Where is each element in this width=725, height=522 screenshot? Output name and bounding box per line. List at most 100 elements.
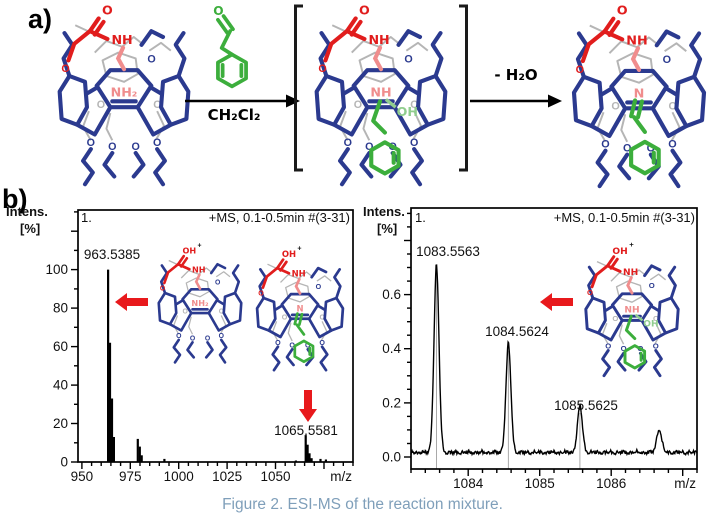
svg-text:OH: OH xyxy=(397,104,418,119)
svg-text:O: O xyxy=(147,53,155,65)
peak-label-963: 963.5385 xyxy=(83,247,141,262)
background-ethoxy-skeleton: O O xyxy=(596,260,667,345)
svg-text:OH: OH xyxy=(183,246,197,256)
svg-text:O: O xyxy=(176,333,182,340)
amide-arm: O O NH xyxy=(61,3,132,76)
svg-text:NH: NH xyxy=(192,264,206,274)
amine-center: N xyxy=(630,46,645,101)
mass-spectrum-right: 1084 1085 1086 m/z 0.0 0.2 0.4 0.6 xyxy=(382,207,698,491)
svg-text:O: O xyxy=(305,341,311,349)
svg-text:20: 20 xyxy=(53,416,68,431)
peak-label-1085: 1085.5625 xyxy=(554,398,618,413)
background-ethoxy-skeleton: O O xyxy=(74,24,172,141)
panel-b-label: b) xyxy=(2,184,28,214)
svg-text:OH: OH xyxy=(643,320,658,330)
peak-label-1065: 1065.5581 xyxy=(274,423,338,438)
y-axis-title-left: Intens. xyxy=(6,204,48,219)
y-axis-units-right: [%] xyxy=(377,221,398,236)
svg-text:0.4: 0.4 xyxy=(382,341,401,356)
svg-text:O: O xyxy=(587,288,593,297)
peak-label-1084: 1084.5624 xyxy=(485,324,549,339)
svg-text:NH: NH xyxy=(623,268,638,278)
amide-arm: O O NH xyxy=(318,3,389,76)
spectrum-number-left: 1. xyxy=(81,210,92,225)
svg-text:0.2: 0.2 xyxy=(382,395,401,410)
svg-text:O: O xyxy=(354,99,362,111)
amide-arm: O OH + NH xyxy=(587,240,638,297)
svg-text:O: O xyxy=(258,289,264,297)
svg-text:0.6: 0.6 xyxy=(382,287,401,302)
y-axis-units-left: [%] xyxy=(20,221,41,236)
svg-text:NH₂: NH₂ xyxy=(191,298,209,308)
svg-text:100: 100 xyxy=(45,262,68,277)
mass-spectrum-left: 950 975 1000 1025 1050 m/z 0 20 40 60 80 100 xyxy=(45,209,354,484)
aldehyde-skeleton xyxy=(216,14,248,89)
benzyl-hemiaminal-group: OH xyxy=(369,98,418,176)
amine-center: NH xyxy=(624,276,640,316)
axis-ticks xyxy=(404,212,698,476)
svg-text:OH: OH xyxy=(282,249,296,259)
svg-text:N: N xyxy=(634,86,645,101)
axis-tick-labels: 950 975 1000 1025 1050 m/z 0 20 40 60 80 100 xyxy=(45,262,352,484)
svg-text:O: O xyxy=(316,283,322,291)
x-axis-label: m/z xyxy=(674,476,696,491)
svg-text:1085: 1085 xyxy=(525,476,555,491)
svg-text:NH: NH xyxy=(626,33,647,48)
svg-text:O: O xyxy=(647,143,655,155)
svg-text:O: O xyxy=(97,99,105,111)
svg-text:0: 0 xyxy=(60,455,68,470)
spectrum-number-right: 1. xyxy=(415,210,426,225)
svg-text:60: 60 xyxy=(53,339,68,354)
amine-center: NH₂ xyxy=(111,45,137,99)
red-arrow-left-1083 xyxy=(540,293,573,311)
svg-text:O: O xyxy=(275,339,281,347)
benzyl-imine-group xyxy=(293,312,315,364)
svg-text:950: 950 xyxy=(71,469,94,484)
svg-text:975: 975 xyxy=(119,469,142,484)
aldehyde-oxygen-label: O xyxy=(213,4,223,18)
panel-a-label: a) xyxy=(28,4,53,34)
benzyl-hemiaminal-group: OH xyxy=(623,313,659,370)
amide-arm: O O NH xyxy=(576,4,648,76)
spectrum-trace xyxy=(410,264,698,457)
svg-text:0.0: 0.0 xyxy=(382,450,401,465)
svg-text:O: O xyxy=(219,333,225,340)
svg-text:O: O xyxy=(623,143,631,155)
svg-text:O: O xyxy=(153,137,161,149)
svg-text:O: O xyxy=(617,4,628,19)
svg-text:O: O xyxy=(601,139,609,151)
svg-text:NH: NH xyxy=(370,84,391,99)
svg-text:O: O xyxy=(668,139,676,151)
macrocycle-skeleton: O O O O O xyxy=(157,262,243,364)
reaction-arrow-1 xyxy=(183,90,301,112)
svg-text:+: + xyxy=(297,246,301,253)
svg-text:O: O xyxy=(605,341,611,350)
red-arrow-left-963 xyxy=(115,293,148,311)
svg-text:O: O xyxy=(318,63,326,75)
svg-text:1086: 1086 xyxy=(596,476,626,491)
svg-text:NH: NH xyxy=(368,32,389,47)
inset-molecule-hemiaminal-cation: O O O O O O O O OH + NH NH OH xyxy=(576,240,688,382)
axis-tick-labels: 1084 1085 1086 m/z 0.0 0.2 0.4 0.6 xyxy=(382,287,696,491)
svg-text:O: O xyxy=(611,100,619,112)
svg-text:O: O xyxy=(344,137,352,149)
amine-center: NH₂ xyxy=(191,273,209,308)
red-arrow-down-1065 xyxy=(299,390,317,422)
svg-text:O: O xyxy=(102,3,113,18)
amide-arm: O OH + NH xyxy=(258,245,306,298)
svg-text:80: 80 xyxy=(53,301,68,316)
plot-frame xyxy=(77,209,354,463)
svg-text:O: O xyxy=(132,141,140,153)
svg-text:O: O xyxy=(183,309,189,316)
axis-ticks xyxy=(71,211,354,469)
svg-text:1025: 1025 xyxy=(212,469,242,484)
x-axis-label: m/z xyxy=(330,469,352,484)
inset-molecule-imine-cation: O O O O O O O O OH + NH N xyxy=(248,245,352,376)
svg-text:O: O xyxy=(87,137,95,149)
y-axis-title-right: Intens. xyxy=(363,204,405,219)
molecule-calixarene-hemiaminal: O O O O O O O O O NH NH OH xyxy=(303,0,459,193)
svg-text:1084: 1084 xyxy=(453,476,484,491)
svg-text:O: O xyxy=(612,314,618,323)
macrocycle-skeleton: O O O O O xyxy=(255,266,345,372)
